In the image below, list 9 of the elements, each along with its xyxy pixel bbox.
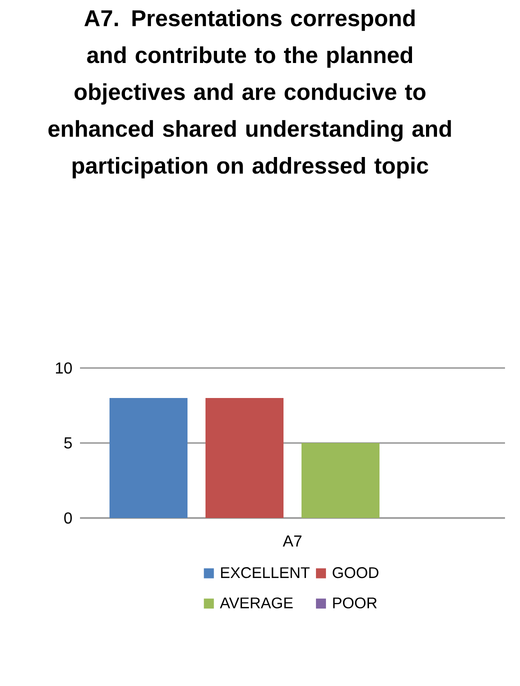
legend-label: GOOD	[332, 567, 378, 578]
chart-title: A7. Presentations correspond and contribute to the planned objectives and are conducive to enhanced shared understanding and participation on addressed topic	[48, 10, 451, 178]
y-tick-label: 10	[56, 362, 72, 374]
legend-label: EXCELLENT	[221, 567, 310, 578]
legend-label: AVERAGE	[220, 597, 293, 608]
x-tick-label: A7	[282, 536, 302, 546]
y-tick-label: 5	[64, 437, 72, 449]
y-tick-label: 0	[64, 512, 72, 524]
legend-label: POOR	[333, 597, 377, 608]
